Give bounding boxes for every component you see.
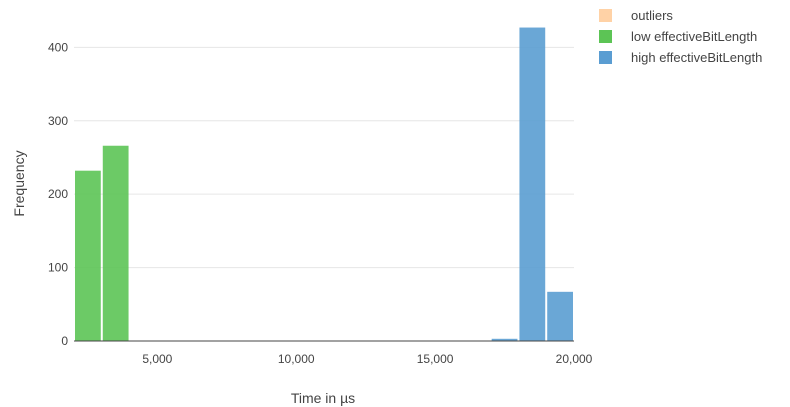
gridlines xyxy=(74,46,574,269)
legend-label: outliers xyxy=(631,8,673,23)
x-tick-label: 20,000 xyxy=(556,352,593,366)
legend-label: high effectiveBitLength xyxy=(631,50,762,65)
y-tick-label: 200 xyxy=(48,187,68,201)
bars xyxy=(75,27,573,341)
x-axis-title: Time in µs xyxy=(291,390,355,406)
y-tick-label: 300 xyxy=(48,114,68,128)
legend-swatch xyxy=(599,30,612,43)
histogram-bar[interactable] xyxy=(75,170,101,341)
histogram-bar[interactable] xyxy=(491,338,518,341)
y-tick-labels: 0 100 200 300 400 xyxy=(48,40,68,348)
x-tick-labels: 5,000 10,000 15,000 20,000 xyxy=(142,352,592,366)
legend-item[interactable]: high effectiveBitLength xyxy=(599,50,762,65)
histogram-bar[interactable] xyxy=(519,27,546,341)
y-tick-label: 0 xyxy=(61,334,68,348)
legend-swatch xyxy=(599,9,612,22)
legend-swatch xyxy=(599,51,612,64)
legend-item[interactable]: low effectiveBitLength xyxy=(599,29,757,44)
y-axis-title: Frequency xyxy=(11,150,27,216)
y-tick-label: 400 xyxy=(48,40,68,54)
histogram-bar[interactable] xyxy=(547,291,573,341)
legend[interactable]: outliers low effectiveBitLength high effec… xyxy=(599,8,762,65)
y-tick-label: 100 xyxy=(48,261,68,275)
legend-label: low effectiveBitLength xyxy=(631,29,757,44)
legend-item[interactable]: outliers xyxy=(599,8,673,23)
x-tick-label: 5,000 xyxy=(142,352,172,366)
x-tick-label: 15,000 xyxy=(417,352,454,366)
x-tick-label: 10,000 xyxy=(278,352,315,366)
histogram-bar[interactable] xyxy=(102,145,129,341)
